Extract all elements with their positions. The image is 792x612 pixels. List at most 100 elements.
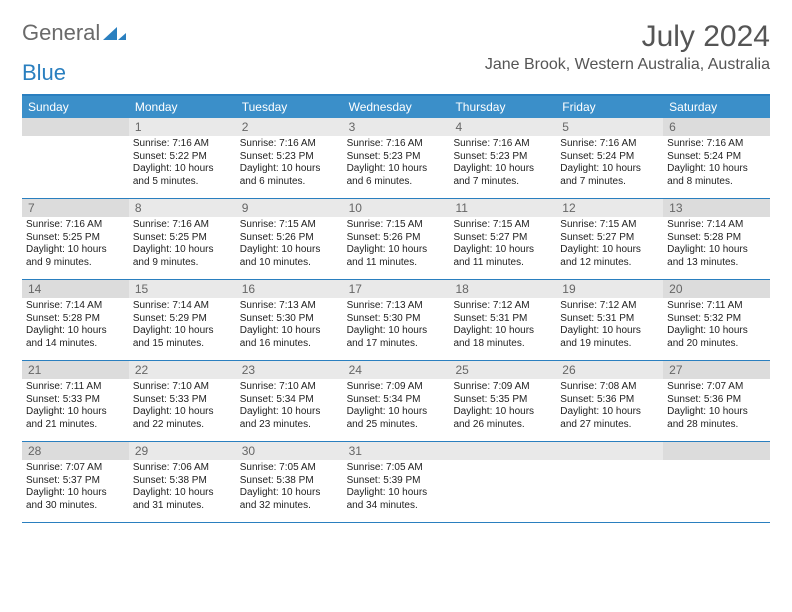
calendar-cell: 26Sunrise: 7:08 AMSunset: 5:36 PMDayligh… bbox=[556, 361, 663, 441]
daylight-text: Daylight: 10 hours and 31 minutes. bbox=[133, 487, 232, 512]
daylight-text: Daylight: 10 hours and 6 minutes. bbox=[347, 163, 446, 188]
weekday-thursday: Thursday bbox=[449, 96, 556, 118]
sunset-text: Sunset: 5:32 PM bbox=[667, 313, 766, 326]
daylight-text: Daylight: 10 hours and 30 minutes. bbox=[26, 487, 125, 512]
daylight-text: Daylight: 10 hours and 22 minutes. bbox=[133, 406, 232, 431]
calendar-cell: 19Sunrise: 7:12 AMSunset: 5:31 PMDayligh… bbox=[556, 280, 663, 360]
sunrise-text: Sunrise: 7:16 AM bbox=[453, 138, 552, 151]
logo-text-2: Blue bbox=[22, 60, 66, 85]
sunrise-text: Sunrise: 7:07 AM bbox=[667, 381, 766, 394]
day-number: 19 bbox=[556, 280, 663, 298]
sunset-text: Sunset: 5:31 PM bbox=[560, 313, 659, 326]
day-number bbox=[22, 118, 129, 136]
day-number: 22 bbox=[129, 361, 236, 379]
sunrise-text: Sunrise: 7:16 AM bbox=[26, 219, 125, 232]
day-number: 27 bbox=[663, 361, 770, 379]
daylight-text: Daylight: 10 hours and 9 minutes. bbox=[26, 244, 125, 269]
calendar-cell: 10Sunrise: 7:15 AMSunset: 5:26 PMDayligh… bbox=[343, 199, 450, 279]
day-body: Sunrise: 7:13 AMSunset: 5:30 PMDaylight:… bbox=[236, 298, 343, 360]
day-number: 31 bbox=[343, 442, 450, 460]
day-body: Sunrise: 7:14 AMSunset: 5:29 PMDaylight:… bbox=[129, 298, 236, 360]
calendar-cell: 30Sunrise: 7:05 AMSunset: 5:38 PMDayligh… bbox=[236, 442, 343, 522]
day-body: Sunrise: 7:14 AMSunset: 5:28 PMDaylight:… bbox=[22, 298, 129, 360]
day-body: Sunrise: 7:08 AMSunset: 5:36 PMDaylight:… bbox=[556, 379, 663, 441]
day-body: Sunrise: 7:06 AMSunset: 5:38 PMDaylight:… bbox=[129, 460, 236, 522]
day-number: 18 bbox=[449, 280, 556, 298]
day-body: Sunrise: 7:16 AMSunset: 5:23 PMDaylight:… bbox=[236, 136, 343, 198]
weekday-friday: Friday bbox=[556, 96, 663, 118]
sunrise-text: Sunrise: 7:16 AM bbox=[133, 219, 232, 232]
sunset-text: Sunset: 5:24 PM bbox=[667, 151, 766, 164]
calendar-cell: 4Sunrise: 7:16 AMSunset: 5:23 PMDaylight… bbox=[449, 118, 556, 198]
sunrise-text: Sunrise: 7:15 AM bbox=[240, 219, 339, 232]
day-body: Sunrise: 7:16 AMSunset: 5:25 PMDaylight:… bbox=[129, 217, 236, 279]
sunrise-text: Sunrise: 7:05 AM bbox=[347, 462, 446, 475]
sunrise-text: Sunrise: 7:09 AM bbox=[453, 381, 552, 394]
calendar-cell: 7Sunrise: 7:16 AMSunset: 5:25 PMDaylight… bbox=[22, 199, 129, 279]
daylight-text: Daylight: 10 hours and 34 minutes. bbox=[347, 487, 446, 512]
daylight-text: Daylight: 10 hours and 26 minutes. bbox=[453, 406, 552, 431]
sunset-text: Sunset: 5:26 PM bbox=[240, 232, 339, 245]
sunset-text: Sunset: 5:26 PM bbox=[347, 232, 446, 245]
daylight-text: Daylight: 10 hours and 7 minutes. bbox=[453, 163, 552, 188]
daylight-text: Daylight: 10 hours and 7 minutes. bbox=[560, 163, 659, 188]
daylight-text: Daylight: 10 hours and 28 minutes. bbox=[667, 406, 766, 431]
daylight-text: Daylight: 10 hours and 19 minutes. bbox=[560, 325, 659, 350]
logo: General bbox=[22, 20, 127, 46]
weekday-sunday: Sunday bbox=[22, 96, 129, 118]
sunset-text: Sunset: 5:34 PM bbox=[240, 394, 339, 407]
sunrise-text: Sunrise: 7:16 AM bbox=[347, 138, 446, 151]
sunrise-text: Sunrise: 7:15 AM bbox=[560, 219, 659, 232]
sunrise-text: Sunrise: 7:10 AM bbox=[133, 381, 232, 394]
calendar-cell: 11Sunrise: 7:15 AMSunset: 5:27 PMDayligh… bbox=[449, 199, 556, 279]
sunrise-text: Sunrise: 7:12 AM bbox=[453, 300, 552, 313]
sunset-text: Sunset: 5:36 PM bbox=[667, 394, 766, 407]
day-number bbox=[556, 442, 663, 460]
day-body: Sunrise: 7:10 AMSunset: 5:33 PMDaylight:… bbox=[129, 379, 236, 441]
calendar-cell: 20Sunrise: 7:11 AMSunset: 5:32 PMDayligh… bbox=[663, 280, 770, 360]
day-number: 25 bbox=[449, 361, 556, 379]
day-number bbox=[663, 442, 770, 460]
sunset-text: Sunset: 5:29 PM bbox=[133, 313, 232, 326]
day-body: Sunrise: 7:05 AMSunset: 5:39 PMDaylight:… bbox=[343, 460, 450, 522]
sunset-text: Sunset: 5:28 PM bbox=[667, 232, 766, 245]
sunset-text: Sunset: 5:30 PM bbox=[347, 313, 446, 326]
daylight-text: Daylight: 10 hours and 6 minutes. bbox=[240, 163, 339, 188]
sunrise-text: Sunrise: 7:10 AM bbox=[240, 381, 339, 394]
day-number: 2 bbox=[236, 118, 343, 136]
calendar-cell: 21Sunrise: 7:11 AMSunset: 5:33 PMDayligh… bbox=[22, 361, 129, 441]
daylight-text: Daylight: 10 hours and 5 minutes. bbox=[133, 163, 232, 188]
day-number: 28 bbox=[22, 442, 129, 460]
calendar-week: 1Sunrise: 7:16 AMSunset: 5:22 PMDaylight… bbox=[22, 118, 770, 199]
day-body: Sunrise: 7:16 AMSunset: 5:24 PMDaylight:… bbox=[663, 136, 770, 198]
sunrise-text: Sunrise: 7:13 AM bbox=[347, 300, 446, 313]
day-number bbox=[449, 442, 556, 460]
calendar-cell bbox=[556, 442, 663, 522]
calendar-cell: 27 Sunrise: 7:07 AMSunset: 5:36 PMDayligh… bbox=[663, 361, 770, 441]
sunrise-text: Sunrise: 7:06 AM bbox=[133, 462, 232, 475]
day-body: Sunrise: 7:15 AMSunset: 5:26 PMDaylight:… bbox=[236, 217, 343, 279]
calendar-body: 1Sunrise: 7:16 AMSunset: 5:22 PMDaylight… bbox=[22, 118, 770, 523]
sunrise-text: Sunrise: 7:16 AM bbox=[240, 138, 339, 151]
sunrise-text: Sunrise: 7:05 AM bbox=[240, 462, 339, 475]
day-number: 21 bbox=[22, 361, 129, 379]
day-number: 20 bbox=[663, 280, 770, 298]
day-body: Sunrise: 7:16 AMSunset: 5:23 PMDaylight:… bbox=[343, 136, 450, 198]
day-body: Sunrise: 7:11 AMSunset: 5:32 PMDaylight:… bbox=[663, 298, 770, 360]
weekday-monday: Monday bbox=[129, 96, 236, 118]
daylight-text: Daylight: 10 hours and 9 minutes. bbox=[133, 244, 232, 269]
day-number: 26 bbox=[556, 361, 663, 379]
day-body: Sunrise: 7:16 AMSunset: 5:23 PMDaylight:… bbox=[449, 136, 556, 198]
daylight-text: Daylight: 10 hours and 11 minutes. bbox=[347, 244, 446, 269]
sunset-text: Sunset: 5:23 PM bbox=[240, 151, 339, 164]
calendar-cell: 24Sunrise: 7:09 AMSunset: 5:34 PMDayligh… bbox=[343, 361, 450, 441]
sunset-text: Sunset: 5:23 PM bbox=[347, 151, 446, 164]
sunset-text: Sunset: 5:30 PM bbox=[240, 313, 339, 326]
day-body: Sunrise: 7:11 AMSunset: 5:33 PMDaylight:… bbox=[22, 379, 129, 441]
calendar-cell: 15Sunrise: 7:14 AMSunset: 5:29 PMDayligh… bbox=[129, 280, 236, 360]
sunset-text: Sunset: 5:27 PM bbox=[560, 232, 659, 245]
day-body: Sunrise: 7:15 AMSunset: 5:26 PMDaylight:… bbox=[343, 217, 450, 279]
daylight-text: Daylight: 10 hours and 25 minutes. bbox=[347, 406, 446, 431]
calendar: Sunday Monday Tuesday Wednesday Thursday… bbox=[22, 94, 770, 523]
daylight-text: Daylight: 10 hours and 18 minutes. bbox=[453, 325, 552, 350]
